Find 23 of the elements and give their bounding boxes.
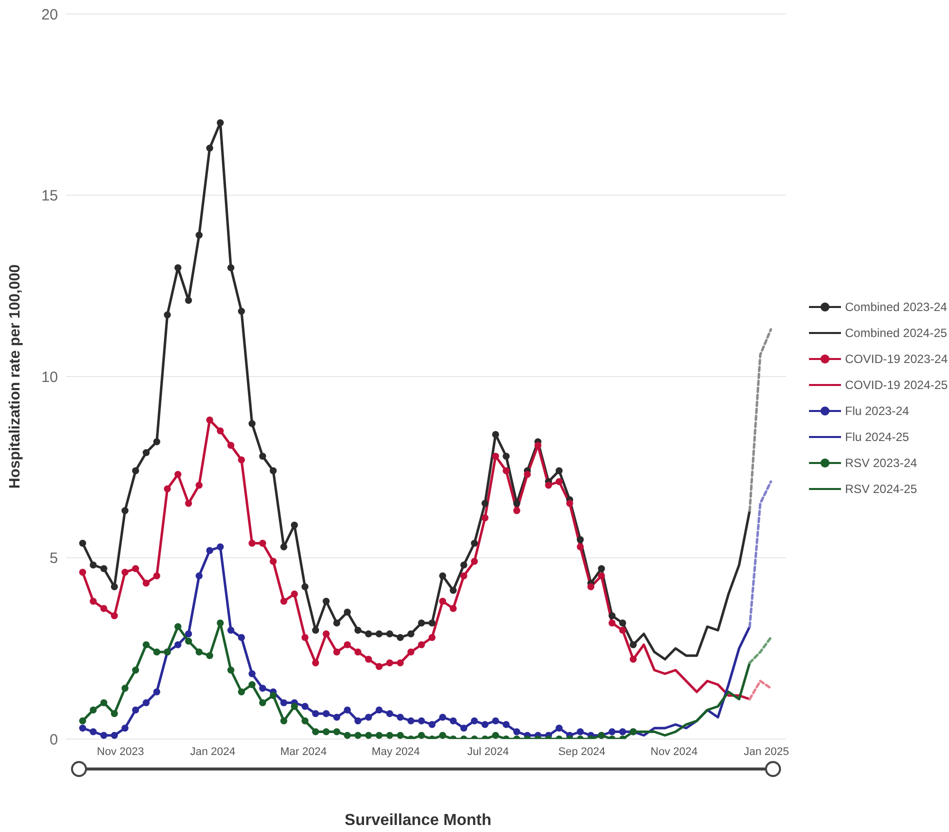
legend-label: RSV 2024-25 xyxy=(845,482,918,496)
legend-label: COVID-19 2023-24 xyxy=(845,352,948,366)
x-tick-label: Nov 2024 xyxy=(650,746,698,758)
x-tick-label: Sep 2024 xyxy=(558,746,606,758)
x-tick-label: Jan 2025 xyxy=(744,746,789,758)
y-tick-label: 5 xyxy=(50,550,58,568)
legend-label: Flu 2024-25 xyxy=(845,430,910,444)
legend-label: COVID-19 2024-25 xyxy=(845,378,948,392)
x-tick-label: May 2024 xyxy=(372,746,420,758)
x-tick-label: Mar 2024 xyxy=(280,746,327,758)
legend-label: RSV 2023-24 xyxy=(845,456,918,470)
legend-label: Combined 2023-24 xyxy=(845,300,948,314)
y-tick-label: 10 xyxy=(41,368,58,386)
y-tick-label: 0 xyxy=(50,731,58,748)
legend-label: Combined 2024-25 xyxy=(845,326,948,340)
x-tick-label: Nov 2023 xyxy=(96,746,144,758)
x-tick-label: Jul 2024 xyxy=(467,746,509,758)
y-tick-label: 20 xyxy=(41,6,58,24)
y-axis-title: Hospitalization rate per 100,000 xyxy=(6,264,24,489)
y-tick-label: 15 xyxy=(41,188,58,205)
legend-label: Flu 2023-24 xyxy=(845,404,910,418)
x-axis-title: Surveillance Month xyxy=(344,812,492,830)
x-tick-label: Jan 2024 xyxy=(190,746,236,758)
